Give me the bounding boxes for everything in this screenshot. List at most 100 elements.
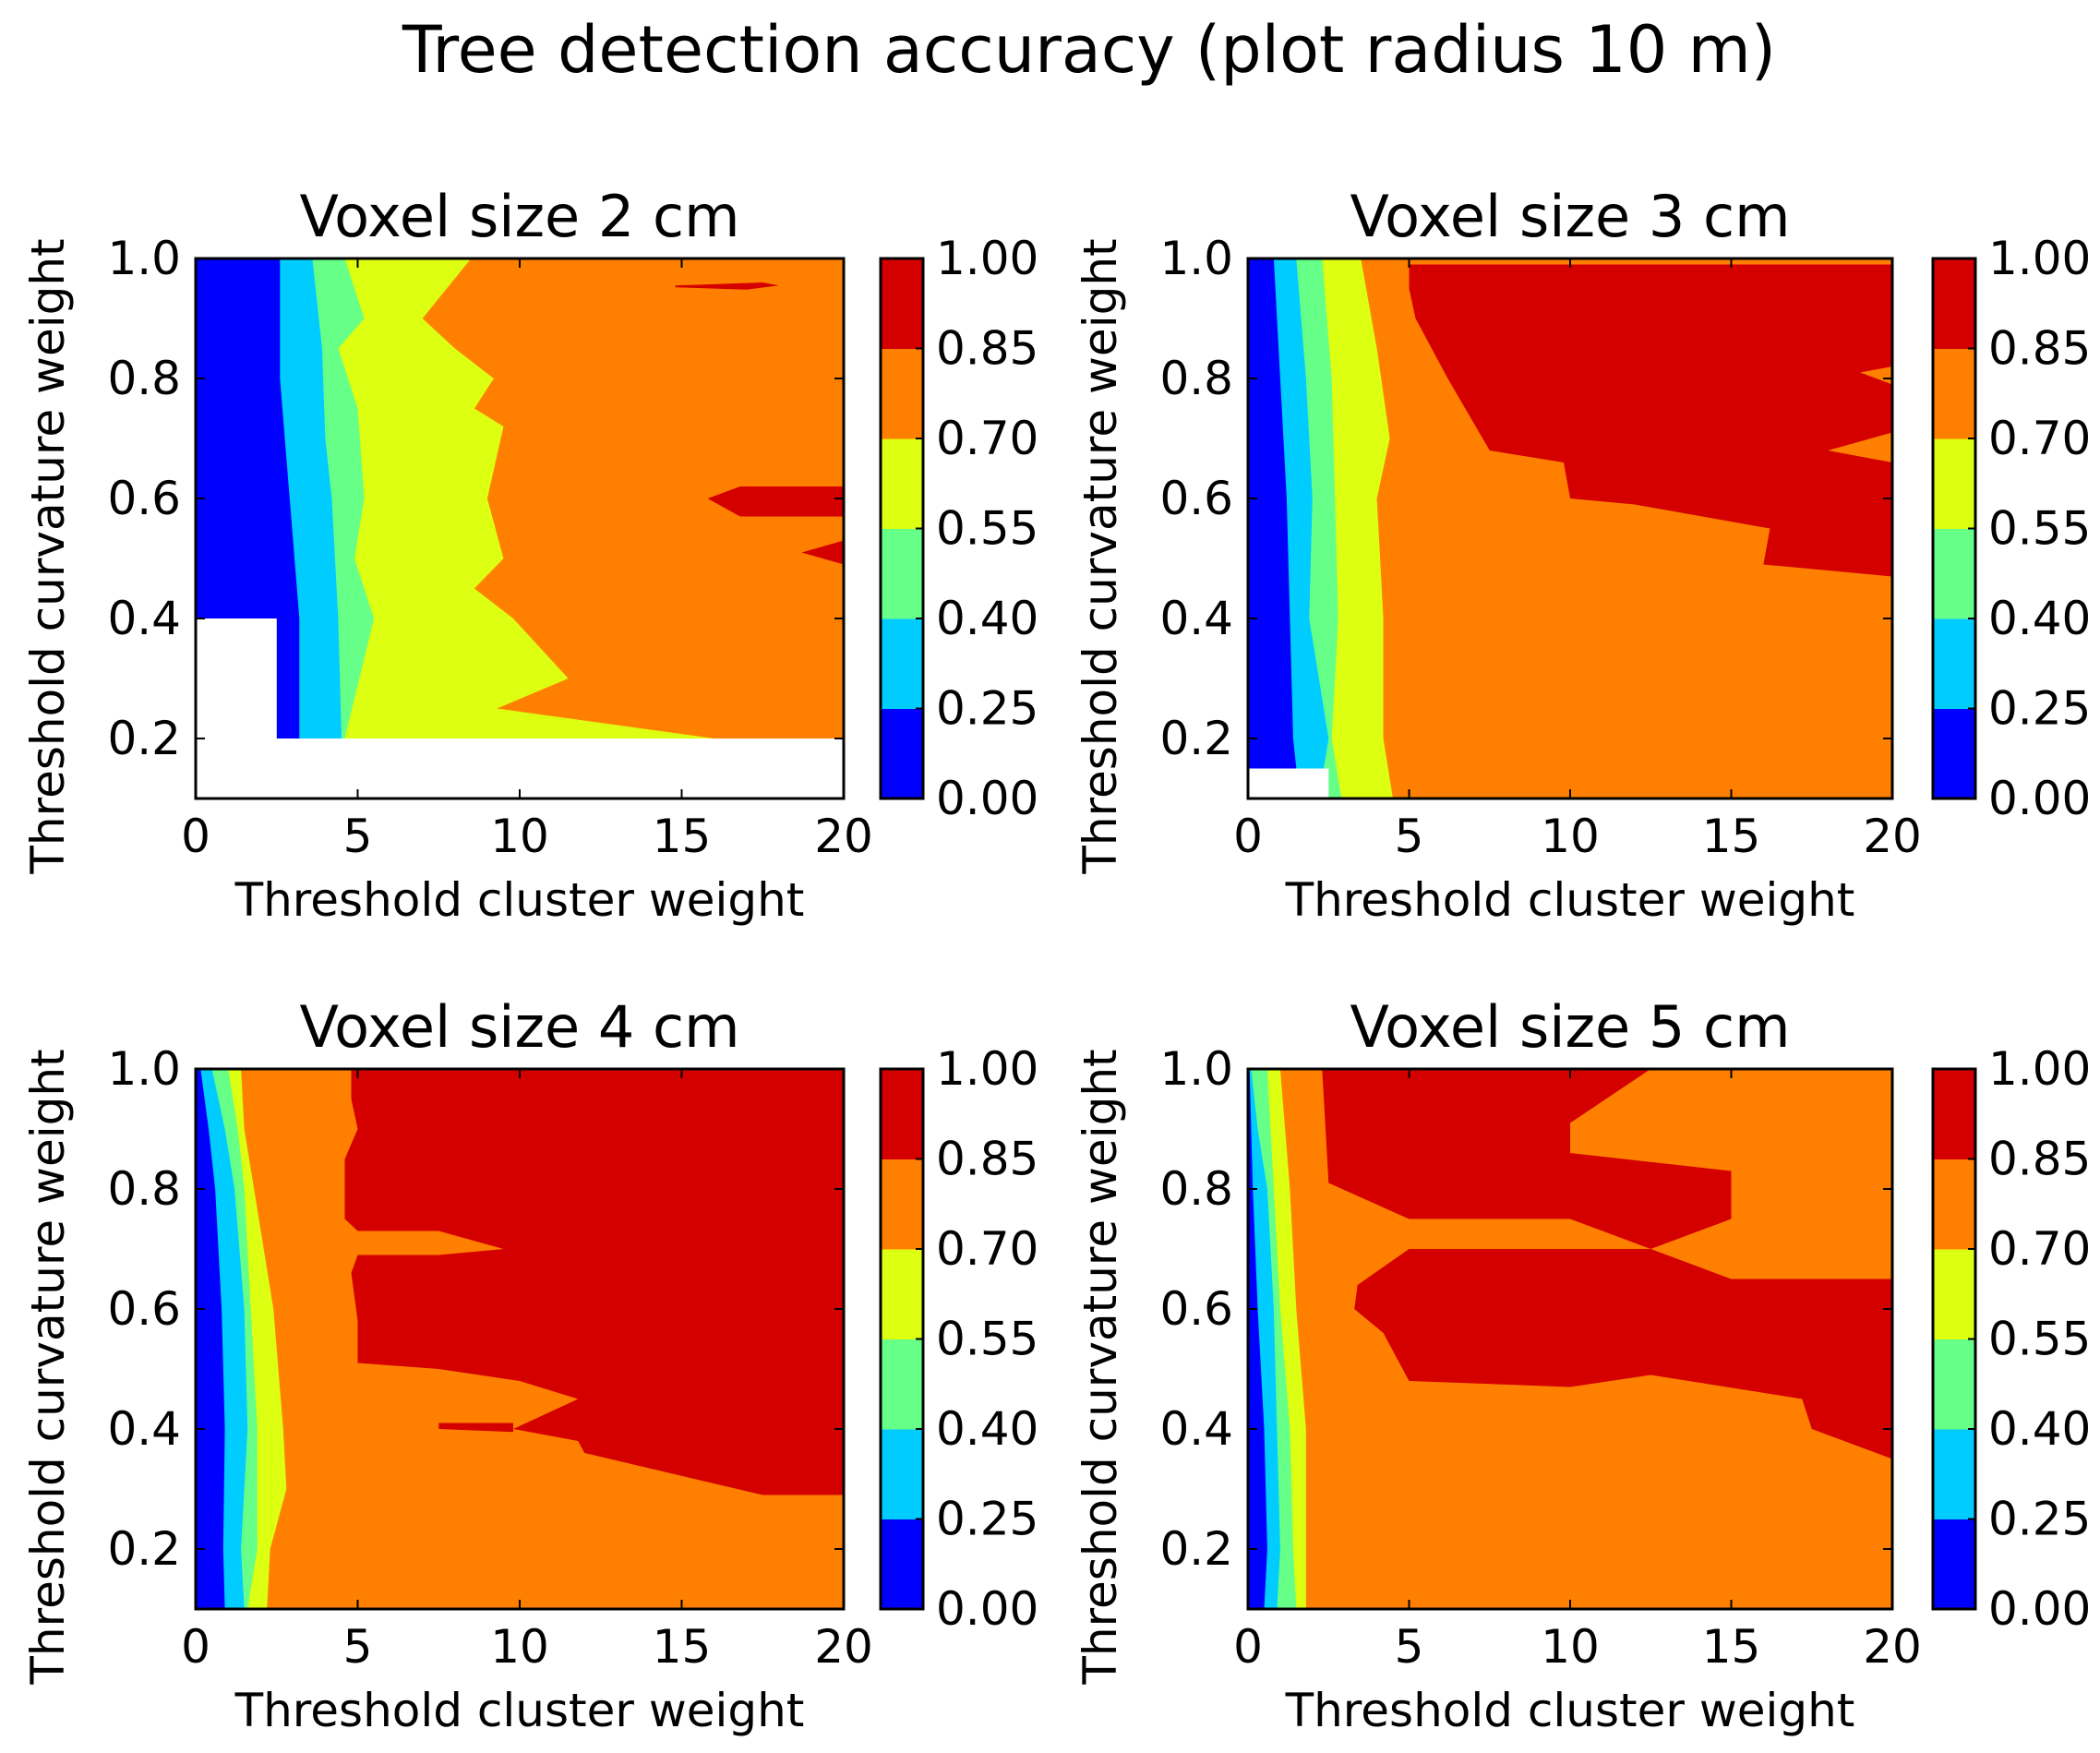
colorbar-segment <box>881 1159 923 1250</box>
x-tick-label: 0 <box>181 810 210 863</box>
colorbar-tick-label: 0.25 <box>936 682 1038 736</box>
colorbar-tick-label: 0.55 <box>1988 502 2091 556</box>
colorbar-segment <box>881 438 923 529</box>
x-tick-label: 20 <box>814 810 873 863</box>
x-tick-label: 5 <box>1395 1620 1424 1674</box>
x-tick-label: 10 <box>1541 1620 1600 1674</box>
colorbar-tick-label: 0.70 <box>936 1222 1038 1276</box>
colorbar-tick-label: 0.40 <box>936 592 1038 645</box>
colorbar-segment <box>1933 1159 1975 1250</box>
colorbar-segment <box>881 1339 923 1430</box>
plot-area <box>1248 1069 1892 1609</box>
x-tick-label: 15 <box>653 1620 712 1674</box>
colorbar-segment <box>881 258 923 349</box>
colorbar-segment <box>1933 1429 1975 1519</box>
y-tick-label: 0.6 <box>1159 1282 1233 1336</box>
colorbar-tick-label: 0.25 <box>1988 1493 2091 1546</box>
panel-2: 0 5 10 15 20 0.2 0.4 0.6 0.8 1.0 Voxel size 3 cm Th… <box>1074 183 2091 927</box>
colorbar-segment <box>881 618 923 709</box>
colorbar-tick-label: 1.00 <box>1988 232 2091 285</box>
red-main-region <box>344 1069 844 1495</box>
y-tick-label: 0.2 <box>1159 712 1233 765</box>
no-data-lower-left <box>196 618 277 738</box>
colorbar-tick-label: 0.40 <box>1988 592 2091 645</box>
no-data-bottom <box>196 738 844 798</box>
colorbar-segment <box>1933 1069 1975 1159</box>
colorbar-segment <box>881 1069 923 1159</box>
panel-title: Voxel size 5 cm <box>1350 993 1790 1061</box>
colorbar-tick-label: 0.00 <box>1988 1582 2091 1636</box>
y-axis-label: Threshold curvature weight <box>21 1049 75 1685</box>
colorbar-segment <box>1933 348 1975 439</box>
level-band-0 <box>1248 258 1300 798</box>
figure-title: Tree detection accuracy (plot radius 10 … <box>402 12 1776 88</box>
y-tick-label: 1.0 <box>1159 232 1233 285</box>
colorbar-tick-label: 0.00 <box>936 772 1038 825</box>
colorbar-tick-label: 0.25 <box>1988 682 2091 736</box>
x-axis-label: Threshold cluster weight <box>1285 873 1855 927</box>
x-tick-label: 0 <box>1233 810 1263 863</box>
plot-area <box>196 258 844 798</box>
colorbar-tick-label: 0.55 <box>1988 1313 2091 1366</box>
x-tick-label: 15 <box>1702 810 1761 863</box>
panel-title: Voxel size 4 cm <box>299 993 739 1061</box>
colorbar-tick-label: 0.70 <box>1988 1222 2091 1276</box>
y-axis-label: Threshold curvature weight <box>1074 1049 1127 1685</box>
colorbar-segment <box>881 1519 923 1610</box>
y-tick-label: 0.4 <box>1159 592 1233 645</box>
colorbar-segment <box>881 528 923 619</box>
colorbar-tick-label: 0.85 <box>1988 1133 2091 1186</box>
panel-title: Voxel size 3 cm <box>1350 183 1790 250</box>
x-tick-label: 5 <box>343 810 373 863</box>
y-tick-label: 0.6 <box>107 1282 181 1336</box>
y-tick-label: 1.0 <box>107 1042 181 1096</box>
x-axis-label: Threshold cluster weight <box>234 873 805 927</box>
colorbar-tick-label: 0.40 <box>1988 1402 2091 1456</box>
level-band-0 <box>196 1069 225 1609</box>
panel-title: Voxel size 2 cm <box>299 183 739 250</box>
x-tick-label: 5 <box>343 1620 373 1674</box>
y-tick-label: 0.8 <box>1159 352 1233 405</box>
x-tick-label: 10 <box>490 810 549 863</box>
x-tick-label: 15 <box>653 810 712 863</box>
y-tick-label: 0.2 <box>1159 1522 1233 1576</box>
colorbar-segment <box>1933 708 1975 799</box>
colorbar-segment <box>881 708 923 799</box>
y-axis-label: Threshold curvature weight <box>21 238 75 874</box>
colorbar-tick-label: 0.85 <box>1988 322 2091 376</box>
colorbar-tick-label: 0.00 <box>936 1582 1038 1636</box>
y-axis-label: Threshold curvature weight <box>1074 238 1127 874</box>
y-tick-label: 0.2 <box>107 1522 181 1576</box>
colorbar: 0.00 0.25 0.40 0.55 0.70 0.85 1.00 <box>879 232 1038 825</box>
x-tick-label: 20 <box>1863 1620 1922 1674</box>
y-tick-label: 0.4 <box>1159 1402 1233 1456</box>
no-data-lower-left <box>1248 768 1329 798</box>
colorbar-tick-label: 0.40 <box>936 1402 1038 1456</box>
colorbar-tick-label: 0.85 <box>936 1133 1038 1186</box>
colorbar-segment <box>1933 438 1975 529</box>
colorbar-segment <box>1933 528 1975 619</box>
red-lower-band <box>1354 1249 1892 1459</box>
x-axis-label: Threshold cluster weight <box>234 1684 805 1737</box>
colorbar-tick-label: 0.25 <box>936 1493 1038 1546</box>
colorbar-tick-label: 0.00 <box>1988 772 2091 825</box>
colorbar-segment <box>1933 1519 1975 1610</box>
colorbar-tick-label: 0.85 <box>936 322 1038 376</box>
x-tick-label: 15 <box>1702 1620 1761 1674</box>
colorbar-segment <box>881 348 923 439</box>
colorbar: 0.00 0.25 0.40 0.55 0.70 0.85 1.00 <box>1931 1042 2091 1636</box>
colorbar-tick-label: 0.55 <box>936 502 1038 556</box>
red-streak-edge <box>801 540 844 565</box>
y-tick-label: 0.8 <box>1159 1162 1233 1216</box>
x-tick-label: 0 <box>1233 1620 1263 1674</box>
colorbar: 0.00 0.25 0.40 0.55 0.70 0.85 1.00 <box>1931 232 2091 825</box>
plot-area <box>1248 258 1892 798</box>
colorbar-tick-label: 0.55 <box>936 1313 1038 1366</box>
red-streak-mid <box>707 486 844 517</box>
colorbar-tick-label: 0.70 <box>936 412 1038 465</box>
y-tick-label: 0.4 <box>107 592 181 645</box>
red-pocket-mid <box>438 1423 513 1433</box>
colorbar-segment <box>881 1249 923 1339</box>
y-tick-label: 0.2 <box>107 712 181 765</box>
